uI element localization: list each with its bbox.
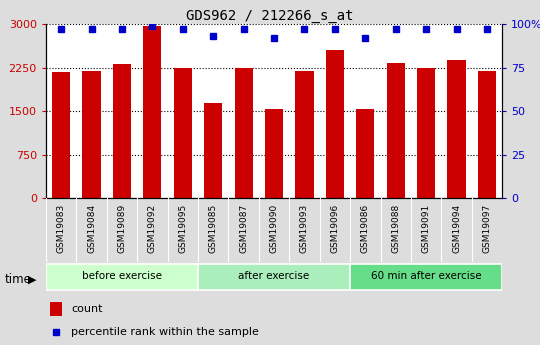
- Text: GDS962 / 212266_s_at: GDS962 / 212266_s_at: [186, 9, 354, 23]
- Bar: [356, 109, 374, 198]
- Bar: [52, 72, 70, 198]
- Bar: [234, 68, 253, 198]
- Text: GSM19093: GSM19093: [300, 204, 309, 253]
- Text: GSM19088: GSM19088: [391, 204, 400, 253]
- Text: GSM19091: GSM19091: [422, 204, 431, 253]
- Text: GSM19089: GSM19089: [118, 204, 126, 253]
- Bar: [448, 60, 465, 198]
- Text: GSM19092: GSM19092: [148, 204, 157, 253]
- Bar: [174, 68, 192, 198]
- Bar: [417, 68, 435, 198]
- Text: count: count: [71, 304, 103, 314]
- Text: GSM19083: GSM19083: [57, 204, 66, 253]
- Bar: [387, 63, 405, 198]
- Text: GSM19086: GSM19086: [361, 204, 370, 253]
- Text: ▶: ▶: [28, 275, 37, 285]
- Bar: [83, 71, 100, 198]
- Text: GSM19096: GSM19096: [330, 204, 339, 253]
- Text: percentile rank within the sample: percentile rank within the sample: [71, 327, 259, 337]
- Text: before exercise: before exercise: [82, 271, 162, 281]
- Text: time: time: [4, 273, 31, 286]
- Text: GSM19087: GSM19087: [239, 204, 248, 253]
- Bar: [50, 302, 62, 316]
- Text: GSM19097: GSM19097: [483, 204, 491, 253]
- Text: GSM19084: GSM19084: [87, 204, 96, 253]
- Bar: [143, 27, 161, 198]
- Bar: [350, 264, 502, 290]
- Bar: [295, 71, 314, 198]
- Text: GSM19085: GSM19085: [208, 204, 218, 253]
- Text: GSM19095: GSM19095: [178, 204, 187, 253]
- Bar: [478, 71, 496, 198]
- Text: 60 min after exercise: 60 min after exercise: [371, 271, 482, 281]
- Bar: [198, 264, 350, 290]
- Text: GSM19094: GSM19094: [452, 204, 461, 253]
- Bar: [204, 103, 222, 198]
- Bar: [265, 109, 283, 198]
- Bar: [326, 50, 344, 198]
- Bar: [113, 64, 131, 198]
- Text: after exercise: after exercise: [239, 271, 309, 281]
- Text: GSM19090: GSM19090: [269, 204, 279, 253]
- Bar: [46, 264, 198, 290]
